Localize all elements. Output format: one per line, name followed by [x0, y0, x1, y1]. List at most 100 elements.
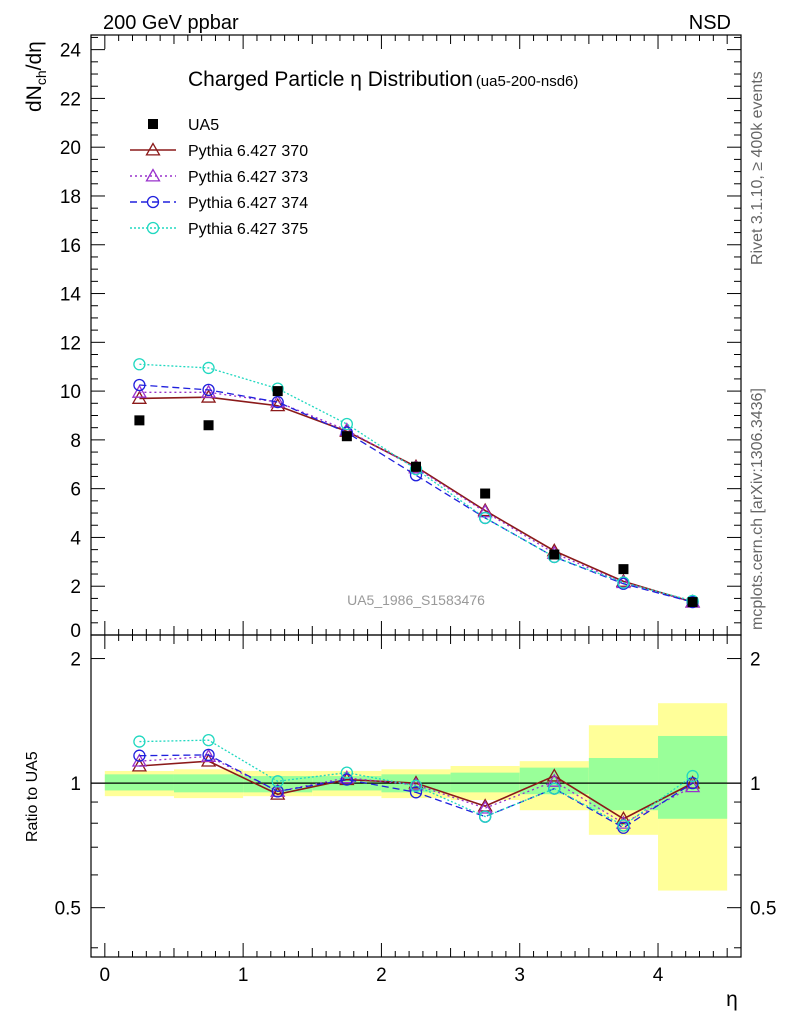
legend-label: Pythia 6.427 370: [188, 143, 308, 160]
series-point-ratio: [615, 815, 632, 829]
series-point-main: [202, 383, 215, 397]
band-green: [450, 772, 520, 793]
series-point-ratio: [202, 748, 215, 762]
series-point-ratio: [684, 778, 701, 793]
legend-marker: [145, 168, 161, 182]
y-tick-label: 18: [60, 187, 81, 208]
ratio-y-tick-label-right: 1: [750, 774, 761, 795]
series-point-ratio: [408, 777, 424, 791]
x-tick-label: 0: [100, 965, 111, 986]
y-tick-label: 14: [60, 285, 82, 306]
series-point-ratio: [617, 819, 630, 832]
x-tick-label: 2: [376, 965, 387, 986]
legend: UA5 Pythia 6.427 370 Pythia 6.427 373 Pythi…: [130, 117, 308, 238]
series-point-ratio: [200, 748, 217, 762]
series-point-ratio: [478, 810, 492, 823]
x-tick-label: 4: [653, 965, 664, 986]
plot-frames: [90, 34, 742, 958]
x-axis-title: η: [726, 988, 738, 1011]
series-point-main: [200, 384, 217, 398]
data-point-ua5: [134, 415, 145, 426]
series-point-ratio: [546, 768, 562, 782]
series-point-ratio: [200, 753, 217, 767]
y-tick-label: 12: [60, 333, 81, 354]
series-point-ratio: [548, 782, 561, 795]
series-point-ratio: [408, 775, 424, 789]
legend-label: Pythia 6.427 375: [188, 221, 308, 238]
series-point-main: [271, 395, 284, 409]
uncertainty-bands: [104, 703, 728, 891]
ratio-y-tick-label-right: 0.5: [750, 899, 776, 920]
y-tick-label: 8: [70, 431, 81, 452]
data-point-ua5: [203, 420, 214, 431]
series-point-ratio: [271, 785, 284, 798]
y-tick-label: 10: [60, 382, 81, 403]
rivet-label: Rivet 3.1.10, ≥ 400k events: [749, 71, 766, 265]
series-point-ratio: [409, 786, 423, 799]
series-point-ratio: [340, 766, 354, 779]
series-line-main: [139, 384, 693, 603]
ratio-y-axis-title: Ratio to UA5: [24, 751, 41, 842]
x-tick-label: 3: [514, 965, 525, 986]
data-point-ua5: [618, 564, 629, 575]
series-point-main: [131, 384, 148, 398]
y-tick-label: 4: [70, 528, 81, 549]
series-point-main: [133, 378, 146, 392]
legend-marker: [145, 142, 161, 156]
legend-marker-ua5: [148, 119, 158, 129]
data-point-ua5: [272, 386, 283, 397]
ratio-y-tick-label: 0.5: [55, 899, 81, 920]
ratio-y-tick-label: 1: [70, 774, 81, 795]
legend-label: Pythia 6.427 373: [188, 169, 308, 186]
series-point-ratio: [686, 776, 699, 790]
analysis-watermark: UA5_1986_S1583476: [347, 592, 485, 608]
mcplots-label: mcplots.cern.ch [arXiv:1306.3436]: [749, 388, 766, 630]
series-point-main: [202, 361, 215, 375]
series-point-main: [478, 511, 492, 525]
series-point-ratio: [133, 749, 146, 762]
series-line-main: [139, 363, 693, 602]
series-line-ratio: [139, 755, 693, 824]
series-line-main: [139, 396, 693, 603]
header-right-label: NSD: [689, 12, 731, 34]
series-point-main: [270, 397, 286, 412]
x-tick-label: 1: [238, 965, 249, 986]
y-tick-label: 20: [60, 138, 81, 159]
series-point-ratio: [133, 735, 146, 748]
data-point-ua5: [411, 461, 421, 472]
series-point-ratio: [409, 779, 423, 792]
series-line-ratio: [139, 754, 693, 829]
legend-label: Pythia 6.427 374: [188, 195, 308, 212]
series-point-ratio: [477, 800, 493, 814]
ratio-plot-frame: [90, 634, 742, 958]
y-tick-label: 22: [60, 89, 81, 110]
series-point-main: [617, 576, 630, 589]
series-point-ratio: [340, 773, 354, 786]
band-green: [588, 757, 659, 811]
data-series: [131, 358, 701, 834]
y-tick-label: 0: [70, 621, 81, 642]
series-point-ratio: [271, 775, 284, 788]
band-green: [104, 774, 174, 791]
main-y-axis-title: dNch/dη: [23, 41, 49, 112]
series-point-main: [340, 417, 354, 431]
series-line-ratio: [139, 739, 693, 827]
legend-marker: [146, 195, 160, 209]
series-point-ratio: [131, 758, 148, 772]
ratio-y-tick-label-right: 2: [750, 650, 761, 671]
legend-marker: [146, 221, 160, 235]
header-left-label: 200 GeV ppbar: [103, 12, 239, 34]
series-line-ratio: [139, 760, 693, 820]
chart-title: Charged Particle η Distribution (ua5-200-…: [188, 68, 578, 91]
series-point-ratio: [615, 810, 632, 825]
y-tick-label: 16: [60, 236, 81, 257]
series-point-ratio: [686, 769, 699, 783]
series-point-ratio: [546, 773, 562, 787]
series-point-main: [133, 358, 146, 371]
legend-label: UA5: [188, 117, 219, 134]
y-tick-label: 2: [70, 577, 81, 598]
series-point-main: [477, 504, 493, 518]
y-tick-label: 6: [70, 480, 81, 501]
